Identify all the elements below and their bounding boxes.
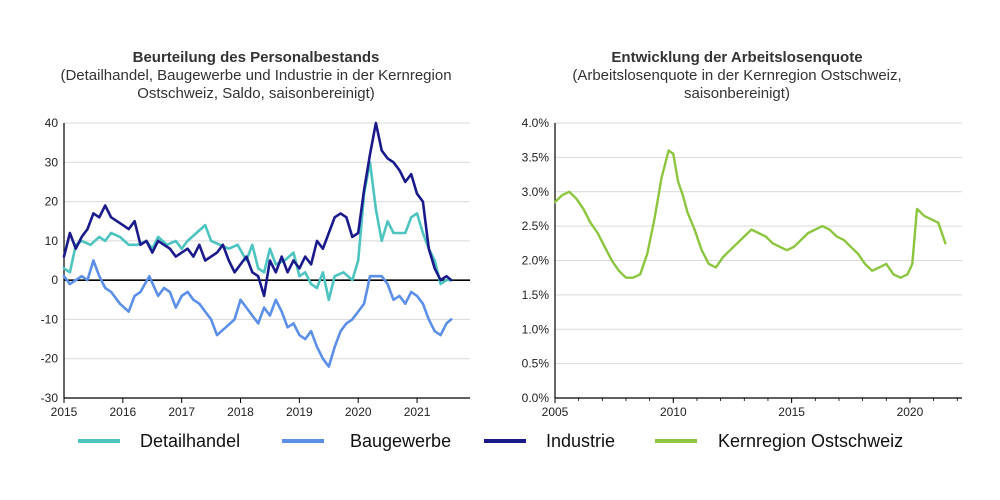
x-tick-label: 2020	[897, 405, 924, 419]
chart-unemployment: Entwicklung der Arbeitslosenquote (Arbei…	[522, 49, 962, 419]
y-tick-label: 0.0%	[522, 391, 550, 405]
x-tick-label: 2016	[109, 405, 136, 419]
y-tick-label: -10	[41, 312, 59, 326]
x-tick-label: 2010	[660, 405, 687, 419]
y-tick-label: -20	[41, 352, 59, 366]
x-tick-label: 2017	[168, 405, 195, 419]
x-tick-label: 2020	[345, 405, 372, 419]
y-tick-label: 3.5%	[522, 150, 550, 164]
y-tick-label: 2.5%	[522, 219, 550, 233]
x-tick-label: 2015	[778, 405, 805, 419]
chart-subtitle-right-line1: (Arbeitslosenquote in der Kernregion Ost…	[572, 67, 901, 84]
grid-right	[554, 122, 962, 399]
y-tick-label: 3.0%	[522, 185, 550, 199]
chart-subtitle-right-line2: saisonbereinigt)	[684, 85, 790, 102]
x-tick-label: 2018	[227, 405, 254, 419]
y-tick-label: 1.0%	[522, 322, 550, 336]
legend-label-detailhandel: Detailhandel	[140, 431, 240, 451]
series-line-industrie	[62, 121, 453, 298]
legend-label-kernregion: Kernregion Ostschweiz	[718, 431, 903, 451]
ticks-left: -30 -20 -10 0 10 20 30 40 2015 2016 2017 2018 2019 20…	[41, 116, 431, 419]
chart-subtitle-left-line2: Ostschweiz, Saldo, saisonbereinigt)	[137, 85, 375, 102]
series-left	[62, 121, 453, 368]
chart-subtitle-left-line1: (Detailhandel, Baugewerbe und Industrie …	[60, 67, 451, 84]
y-tick-label: 40	[45, 116, 59, 130]
y-tick-label: 1.5%	[522, 288, 550, 302]
legend-label-baugewerbe: Baugewerbe	[350, 431, 451, 451]
legend: Detailhandel Baugewerbe Industrie Kernre…	[78, 431, 903, 451]
series-line-baugewerbe	[62, 259, 453, 368]
y-tick-label: -30	[41, 391, 59, 405]
series-line-detailhandel	[62, 161, 453, 302]
y-tick-label: 10	[45, 234, 59, 248]
chart-title-right: Entwicklung der Arbeitslosenquote	[611, 49, 862, 66]
y-tick-label: 4.0%	[522, 116, 550, 130]
series-right	[553, 149, 947, 279]
grid-left	[63, 122, 470, 399]
y-tick-label: 0	[51, 273, 58, 287]
x-tick-label: 2019	[286, 405, 313, 419]
chart-title-left: Beurteilung des Personalbestands	[133, 49, 380, 66]
x-tick-label: 2015	[51, 405, 78, 419]
y-tick-label: 20	[45, 195, 59, 209]
x-tick-label: 2005	[542, 405, 569, 419]
legend-label-industrie: Industrie	[546, 431, 615, 451]
y-tick-label: 30	[45, 155, 59, 169]
ticks-right: 0.0% 0.5% 1.0% 1.5% 2.0% 2.5% 3.0% 3.5% 4.0% 2005…	[522, 116, 958, 419]
chart-staffing: Beurteilung des Personalbestands (Detail…	[41, 49, 470, 419]
y-tick-label: 2.0%	[522, 254, 550, 268]
x-tick-label: 2021	[404, 405, 431, 419]
y-tick-label: 0.5%	[522, 357, 550, 371]
series-line-kernregion-ostschweiz	[553, 149, 947, 279]
